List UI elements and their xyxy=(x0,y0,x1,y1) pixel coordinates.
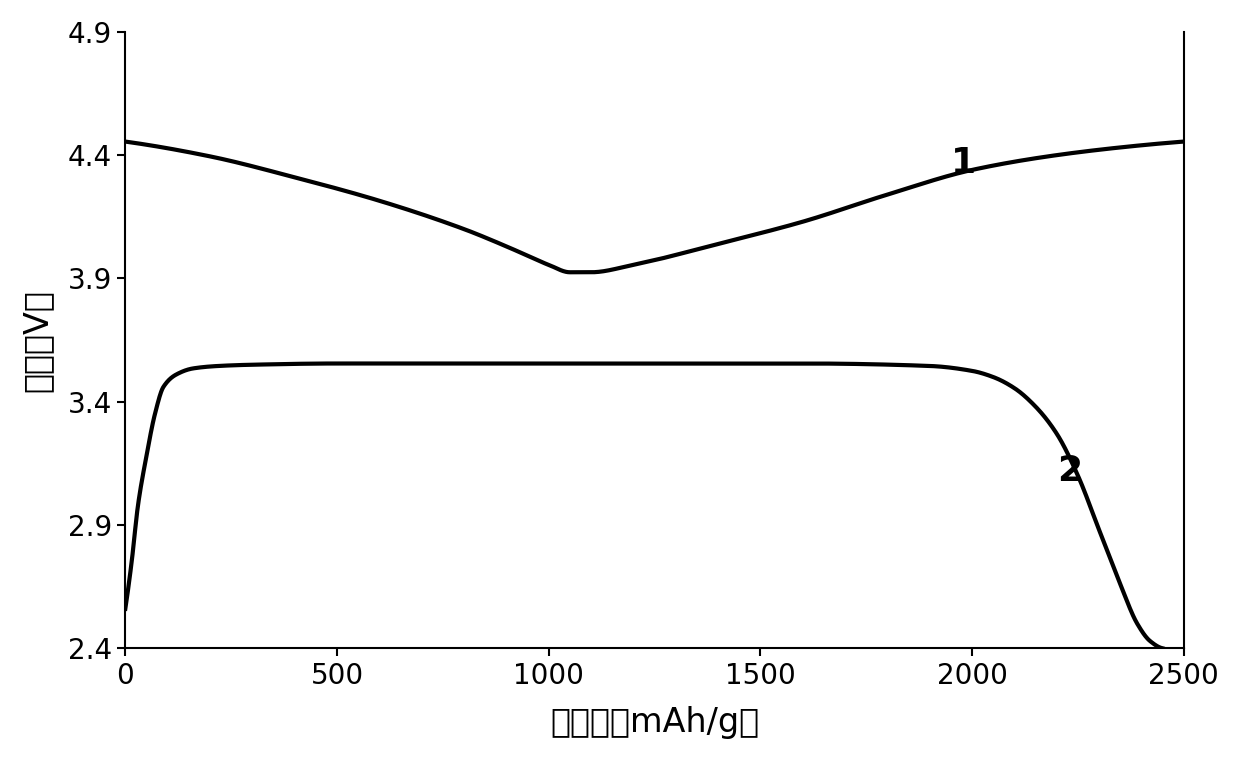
Y-axis label: 电压（V）: 电压（V） xyxy=(21,289,53,391)
X-axis label: 比容量（mAh/g）: 比容量（mAh/g） xyxy=(551,706,759,739)
Text: 1: 1 xyxy=(951,145,976,179)
Text: 2: 2 xyxy=(1056,454,1081,488)
